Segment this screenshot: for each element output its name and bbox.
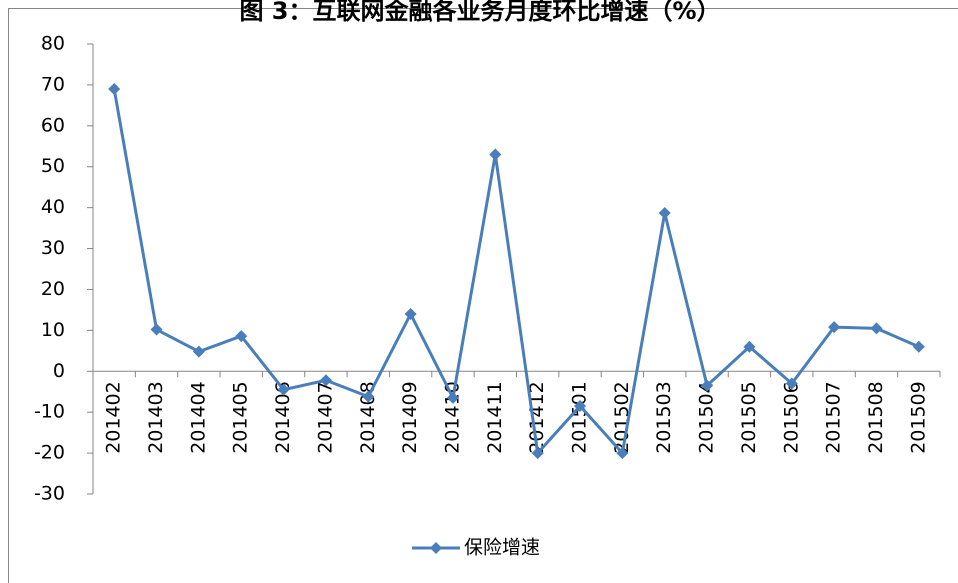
data-point bbox=[277, 383, 290, 396]
y-tick-label: 50 bbox=[41, 155, 65, 177]
y-tick-label: 10 bbox=[41, 319, 65, 341]
legend-label: 保险增速 bbox=[464, 537, 540, 559]
data-point bbox=[658, 206, 671, 219]
data-point bbox=[489, 148, 502, 161]
data-point bbox=[108, 83, 121, 95]
x-tick-label: 201403 bbox=[145, 381, 167, 454]
x-tick-label: 201406 bbox=[272, 381, 294, 454]
data-point bbox=[446, 391, 459, 404]
data-point bbox=[743, 340, 756, 353]
y-tick-label: -10 bbox=[34, 401, 65, 423]
y-tick-label: -30 bbox=[34, 483, 65, 505]
x-tick-label: 201405 bbox=[230, 381, 252, 454]
y-tick-label: 60 bbox=[41, 114, 65, 136]
data-point bbox=[574, 400, 587, 413]
x-tick-label: 201504 bbox=[696, 381, 718, 454]
x-tick-label: 201407 bbox=[314, 381, 336, 454]
x-tick-label: 201410 bbox=[441, 381, 463, 454]
data-point bbox=[192, 345, 205, 358]
x-tick-label: 201506 bbox=[780, 381, 802, 454]
x-tick-label: 201402 bbox=[103, 381, 125, 454]
data-point bbox=[531, 447, 544, 460]
data-point bbox=[828, 321, 841, 334]
data-point bbox=[912, 340, 925, 353]
y-tick-label: 30 bbox=[41, 237, 65, 259]
x-tick-label: 201501 bbox=[569, 381, 591, 454]
x-tick-label: 201502 bbox=[611, 381, 633, 454]
legend-marker bbox=[430, 542, 442, 554]
data-point bbox=[785, 377, 798, 390]
y-tick-label: 40 bbox=[41, 196, 65, 218]
x-tick-label: 201505 bbox=[738, 381, 760, 454]
data-point bbox=[616, 447, 629, 460]
x-tick-label: 201507 bbox=[823, 381, 845, 454]
x-tick-label: 201411 bbox=[484, 381, 506, 454]
chart-title: 图 3：互联网金融各业务月度环比增速（%） bbox=[239, 0, 720, 25]
data-point bbox=[404, 308, 417, 320]
data-point bbox=[150, 323, 163, 336]
y-tick-label: 70 bbox=[41, 73, 65, 95]
x-tick-label: 201408 bbox=[357, 381, 379, 454]
x-tick-label: 201509 bbox=[907, 381, 929, 454]
data-point bbox=[362, 390, 375, 403]
x-tick-label: 201412 bbox=[526, 381, 548, 454]
y-tick-label: -20 bbox=[34, 442, 65, 464]
x-tick-label: 201503 bbox=[653, 381, 675, 454]
y-tick-label: 0 bbox=[53, 360, 65, 382]
series-line bbox=[112, 88, 920, 457]
x-tick-label: 201409 bbox=[399, 381, 421, 454]
data-point bbox=[870, 322, 883, 335]
data-point bbox=[235, 330, 248, 343]
y-tick-label: 80 bbox=[41, 33, 65, 55]
data-point bbox=[701, 379, 714, 392]
chart-frame bbox=[8, 8, 958, 583]
data-point bbox=[319, 374, 332, 387]
x-tick-label: 201508 bbox=[865, 381, 887, 454]
y-tick-label: 20 bbox=[41, 278, 65, 300]
x-tick-label: 201404 bbox=[187, 381, 209, 454]
